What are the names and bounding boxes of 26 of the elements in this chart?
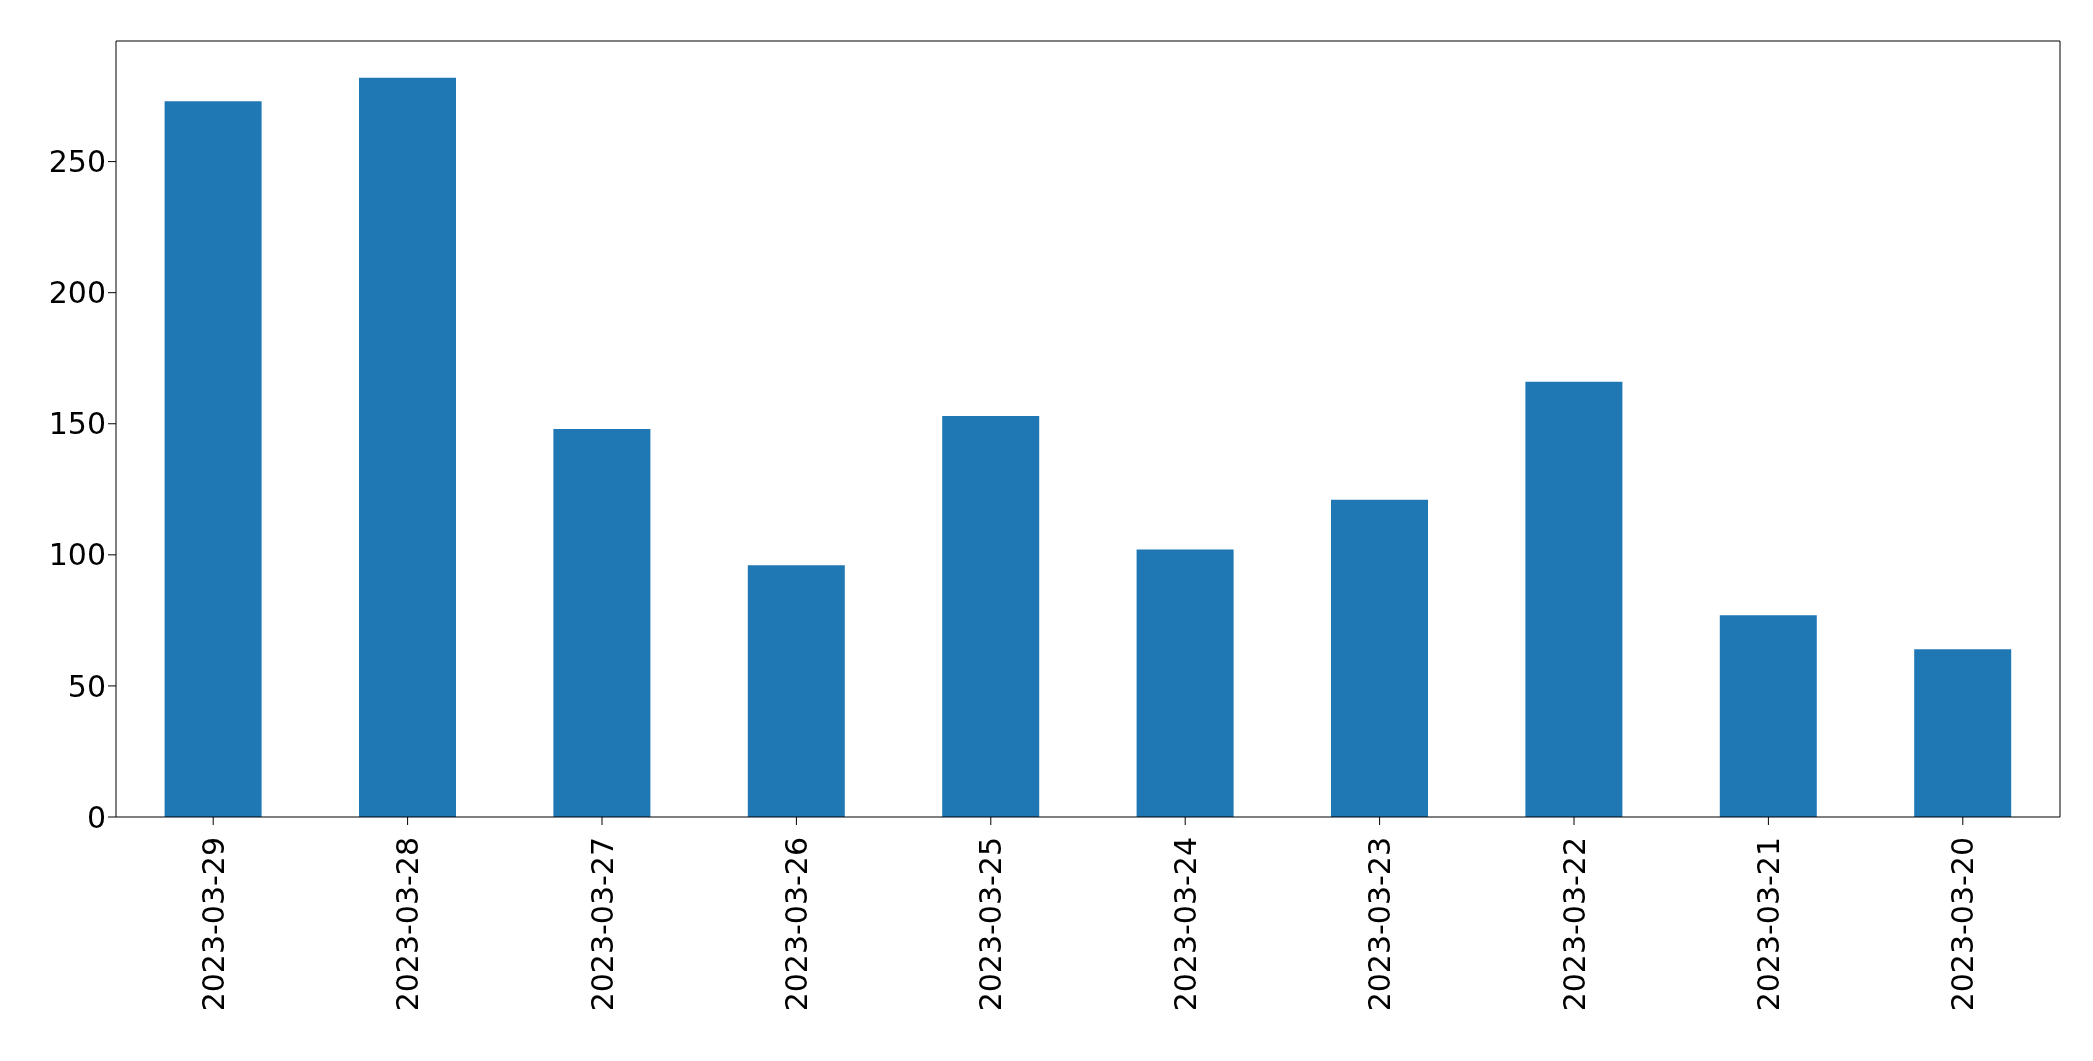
bar [942,415,1040,817]
bar [1331,499,1428,817]
bar [1136,549,1234,817]
y-tick-label: 50 [67,668,106,704]
y-tick-label: 150 [48,406,106,442]
bar [359,77,456,817]
bar [164,101,262,817]
x-tick-label: 2023-03-21 [1750,837,1786,1012]
y-tick-label: 0 [86,799,106,835]
x-tick-label: 2023-03-26 [778,837,814,1012]
x-tick-label: 2023-03-20 [1945,837,1981,1012]
x-tick-label: 2023-03-22 [1556,837,1592,1012]
y-tick-label: 200 [48,275,106,311]
bar [1525,381,1623,817]
x-tick-label: 2023-03-27 [584,837,620,1012]
bar [1719,615,1817,817]
bar [747,565,845,817]
x-tick-label: 2023-03-24 [1167,837,1203,1012]
x-tick-label: 2023-03-29 [195,837,231,1012]
x-tick-label: 2023-03-28 [390,837,426,1012]
y-tick-label: 250 [48,144,106,180]
bar [553,429,651,817]
bar [1914,649,2012,817]
x-tick-label: 2023-03-23 [1362,837,1398,1012]
x-tick-label: 2023-03-25 [973,837,1009,1012]
y-tick-label: 100 [48,537,106,573]
